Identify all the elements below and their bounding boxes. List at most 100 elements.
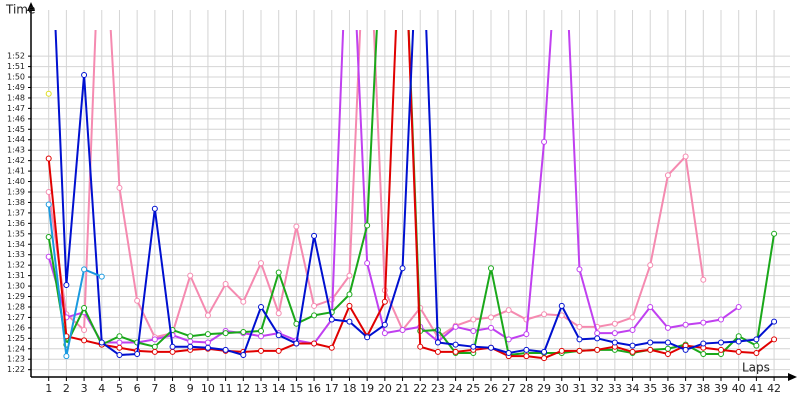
- y-tick-label: 1:32: [7, 261, 25, 270]
- x-tick-label: 42: [767, 382, 781, 395]
- point: [452, 341, 459, 348]
- point: [470, 343, 477, 350]
- point: [753, 349, 760, 356]
- point: [594, 335, 601, 342]
- point: [204, 312, 211, 319]
- point: [647, 346, 654, 353]
- point: [576, 323, 583, 330]
- point: [664, 351, 671, 358]
- point: [116, 184, 123, 191]
- x-tick-label: 31: [572, 382, 586, 395]
- point: [240, 329, 247, 336]
- x-tick-label: 26: [484, 382, 498, 395]
- point: [700, 351, 707, 358]
- x-tick-label: 6: [134, 382, 141, 395]
- point: [682, 153, 689, 160]
- point: [541, 355, 548, 362]
- y-tick-label: 1:48: [7, 93, 25, 102]
- y-tick-label: 1:45: [7, 125, 25, 134]
- point: [682, 321, 689, 328]
- y-tick-label: 1:49: [7, 83, 25, 92]
- point: [346, 318, 353, 325]
- point: [275, 347, 282, 354]
- y-tick-label: 1:30: [7, 282, 25, 291]
- point: [275, 332, 282, 339]
- x-tick-label: 2: [63, 382, 70, 395]
- x-tick-label: 11: [219, 382, 233, 395]
- y-tick-label: 1:33: [7, 250, 25, 259]
- point: [558, 347, 565, 354]
- point: [735, 333, 742, 340]
- point: [116, 344, 123, 351]
- point: [381, 330, 388, 337]
- x-tick-label: 3: [81, 382, 88, 395]
- x-tick-label: 20: [378, 382, 392, 395]
- point: [204, 344, 211, 351]
- point: [45, 90, 52, 97]
- y-tick-label: 1:52: [7, 52, 25, 61]
- point: [328, 316, 335, 323]
- point: [647, 339, 654, 346]
- point: [258, 333, 264, 340]
- x-tick-label: 23: [431, 382, 445, 395]
- x-tick-label: 41: [749, 382, 763, 395]
- x-tick-label: 39: [714, 382, 728, 395]
- y-tick-label: 1:29: [7, 292, 25, 301]
- y-tick-label: 1:28: [7, 302, 25, 311]
- point: [664, 172, 671, 179]
- x-tick-label: 7: [151, 382, 158, 395]
- point: [771, 318, 778, 325]
- point: [346, 272, 353, 279]
- x-tick-label: 32: [590, 382, 604, 395]
- point: [576, 347, 583, 354]
- y-tick-label: 1:40: [7, 177, 25, 186]
- x-tick-label: 33: [608, 382, 622, 395]
- point: [81, 326, 88, 333]
- x-tick-label: 17: [325, 382, 339, 395]
- point: [204, 331, 211, 338]
- point: [275, 269, 282, 276]
- point: [771, 230, 778, 237]
- x-tick-label: 29: [537, 382, 551, 395]
- x-tick-label: 1: [45, 382, 52, 395]
- point: [505, 336, 512, 343]
- x-tick-label: 38: [696, 382, 710, 395]
- point: [718, 316, 724, 323]
- point: [81, 71, 88, 78]
- y-tick-label: 1:23: [7, 355, 25, 364]
- point: [452, 323, 459, 330]
- point: [116, 352, 123, 359]
- point: [364, 260, 371, 267]
- point: [187, 343, 194, 350]
- point: [735, 348, 742, 355]
- point: [664, 345, 671, 352]
- x-tick-label: 40: [732, 382, 746, 395]
- point: [611, 330, 618, 337]
- point: [311, 312, 318, 319]
- point: [647, 303, 654, 310]
- x-tick-label: 34: [626, 382, 640, 395]
- point: [187, 333, 194, 340]
- point: [452, 348, 459, 355]
- point: [63, 282, 70, 289]
- point: [541, 311, 548, 318]
- y-tick-label: 1:25: [7, 334, 25, 343]
- y-axis-arrow: [27, 2, 35, 11]
- point: [311, 232, 318, 239]
- point: [523, 331, 530, 338]
- x-tick-label: 14: [272, 382, 286, 395]
- point: [240, 352, 247, 359]
- point: [434, 339, 441, 346]
- point: [81, 305, 88, 312]
- point: [293, 223, 300, 230]
- x-tick-label: 36: [661, 382, 675, 395]
- point: [664, 339, 671, 346]
- point: [63, 353, 70, 360]
- x-tick-label: 22: [413, 382, 427, 395]
- point: [629, 314, 636, 321]
- point: [116, 339, 123, 346]
- y-tick-label: 1:39: [7, 188, 25, 197]
- x-axis-arrow: [788, 373, 797, 381]
- point: [594, 346, 601, 353]
- x-tick-label: 30: [555, 382, 569, 395]
